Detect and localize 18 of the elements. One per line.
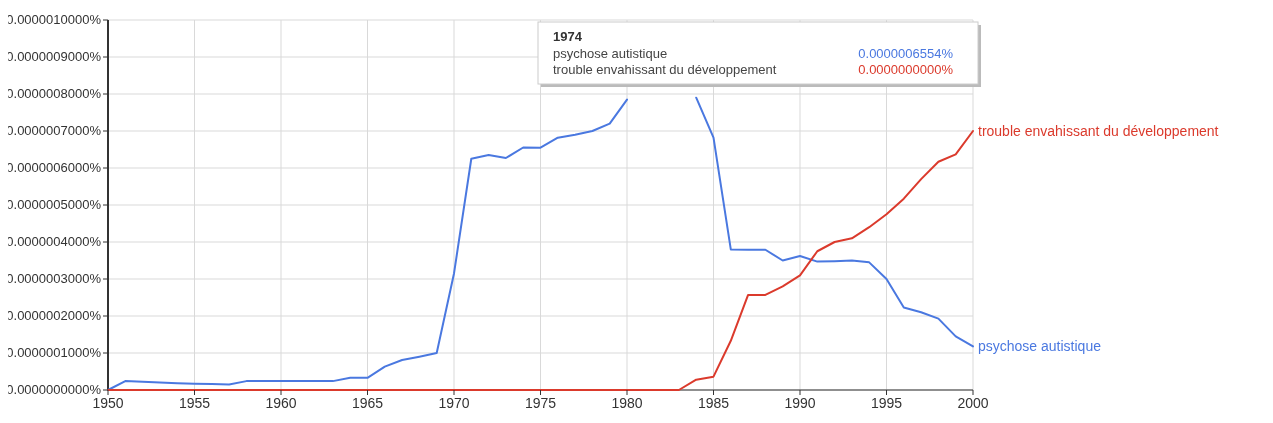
annotation: trouble envahissant du développement	[553, 62, 777, 77]
series-label: trouble envahissant du développement	[978, 123, 1219, 139]
series-label: psychose autistique	[978, 338, 1102, 355]
x-tick-label: 2000	[957, 395, 989, 411]
annotation: psychose autistique	[553, 46, 668, 61]
x-tick-label: 1980	[611, 395, 643, 411]
annotation: 0.0000006554%	[858, 46, 954, 61]
x-tick-label: 1995	[870, 395, 903, 411]
x-tick-label: 1955	[178, 395, 211, 411]
annotation: 1974	[553, 29, 583, 44]
annotation: 0.0000000000%	[858, 62, 954, 77]
x-tick-label: 1975	[524, 395, 557, 411]
x-tick-label: 1985	[697, 395, 730, 411]
x-tick-label: 1970	[438, 395, 470, 411]
x-tick-label: 1990	[784, 395, 816, 411]
x-tick-label: 1965	[351, 395, 384, 411]
x-tick-label: 1960	[265, 395, 297, 411]
x-tick-label: 1950	[92, 395, 124, 411]
